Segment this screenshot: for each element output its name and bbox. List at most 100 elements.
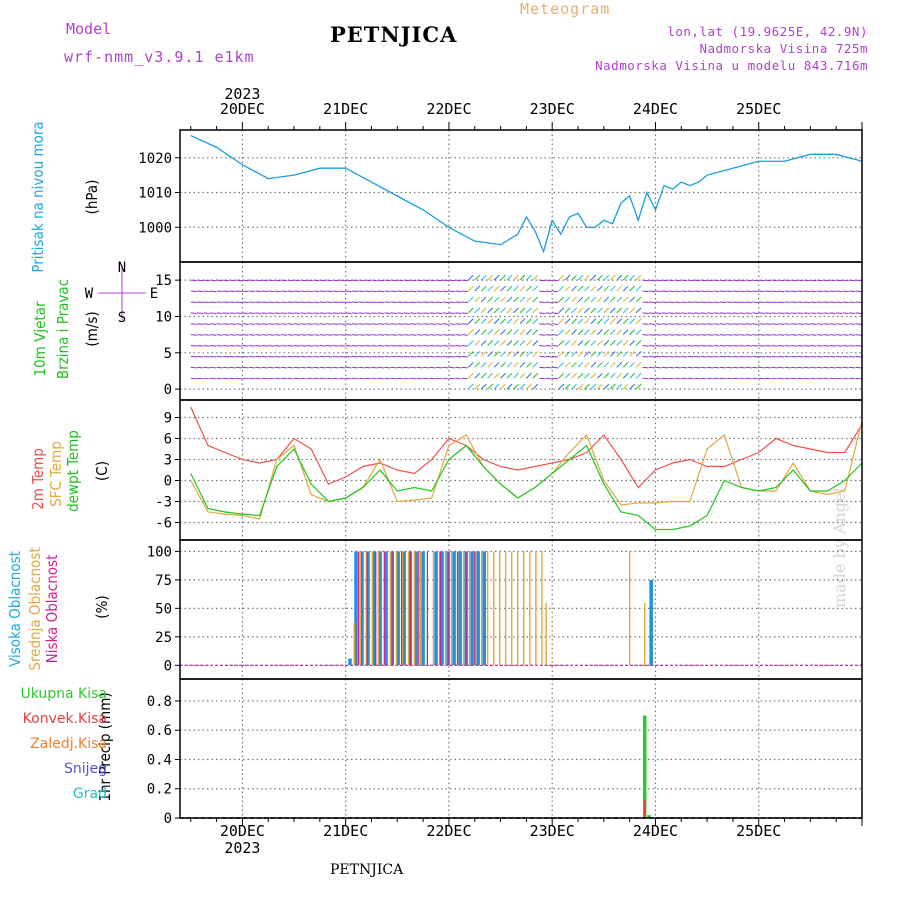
wind-barb [590, 340, 597, 346]
wind-barb [461, 366, 468, 369]
wind-barb [648, 355, 656, 358]
wind-barb [480, 285, 487, 292]
wind-barb [739, 312, 746, 314]
wind-barb [855, 334, 862, 336]
wind-barb [210, 334, 217, 336]
wind-barb [281, 279, 288, 282]
wind-barb [364, 334, 372, 336]
wind-barb [513, 383, 519, 390]
wind-barb [403, 377, 410, 380]
wind-barb [687, 312, 694, 314]
temp-line-0 [190, 406, 863, 489]
wind-barb [539, 366, 546, 369]
wind-barb [552, 334, 559, 336]
wind-barb [577, 318, 584, 325]
wind-barb [448, 334, 455, 336]
wind-barb [687, 279, 694, 282]
wind-barb [480, 318, 487, 325]
precip-legend-grad: Grad [72, 786, 107, 802]
wind-barb [261, 279, 268, 282]
wind-barb [255, 279, 262, 282]
wind-barb [816, 279, 823, 282]
cloud-bar [383, 551, 385, 666]
wind-barb [564, 274, 571, 281]
wind-barb [661, 366, 668, 369]
wind-barb [287, 345, 294, 347]
wind-barb [790, 279, 798, 282]
wind-barb [823, 355, 830, 358]
wind-barb [855, 377, 862, 380]
wind-barb [339, 279, 346, 282]
wind-barb [281, 355, 288, 358]
wind-barb [313, 345, 320, 347]
wind-barb [564, 351, 571, 357]
wind-barb [326, 334, 333, 336]
wind-barb [784, 279, 791, 282]
wind-barb [532, 351, 539, 357]
wind-barb [423, 377, 430, 380]
wind-barb [784, 301, 791, 304]
temp-line-2 [190, 444, 863, 531]
wind-barb [255, 355, 262, 358]
wind-barb [564, 340, 571, 346]
wind-barb [752, 312, 759, 314]
wind-barb [765, 279, 772, 282]
wind-barb [739, 377, 746, 380]
wind-barb [778, 334, 785, 336]
wind-barb [616, 340, 623, 346]
wind-barb [765, 366, 772, 369]
wind-barb [313, 279, 320, 282]
wind-barb [842, 366, 849, 369]
wind-barb [532, 329, 539, 335]
wind-barb [803, 312, 810, 314]
cloud-bar [523, 551, 525, 666]
cloud-bar [450, 551, 453, 666]
wind-barb [403, 312, 410, 314]
wind-barb [855, 279, 862, 282]
wind-barb [455, 377, 462, 380]
wind-barb [558, 351, 565, 357]
compass-north: N [118, 260, 126, 276]
wind-barb [694, 312, 701, 314]
wind-barb [300, 355, 307, 358]
wind-barb [287, 312, 294, 314]
wind-barb [429, 301, 436, 304]
wind-barb [190, 301, 197, 304]
wind-barb [635, 307, 642, 314]
wind-barb [700, 334, 707, 336]
wind-barb [752, 290, 759, 293]
wind-barb [668, 345, 675, 347]
wind-barb [577, 383, 584, 390]
wind-barb [506, 318, 513, 325]
wind-barb [274, 312, 281, 314]
wind-barb [345, 279, 352, 282]
wind-barb [397, 366, 404, 369]
wind-barb [849, 355, 856, 358]
wind-barb [442, 290, 449, 293]
wind-barb [435, 290, 443, 293]
wind-barb [474, 318, 481, 325]
wind-barb [797, 290, 804, 293]
wind-barb [571, 296, 577, 303]
wind-barb [455, 301, 462, 304]
wind-barb [255, 334, 262, 336]
wind-barb [700, 312, 707, 314]
wind-barb [500, 383, 506, 390]
wind-barb [190, 290, 197, 293]
wind-barb [674, 345, 681, 347]
wind-barb [849, 312, 856, 314]
wind-barb [390, 323, 397, 325]
wind-barb [694, 345, 701, 347]
wind-barb [771, 290, 778, 293]
wind-barb [765, 334, 772, 336]
wind-barb [823, 301, 830, 304]
wind-barb [352, 323, 359, 325]
wind-barb [519, 372, 526, 379]
wind-barb [765, 290, 772, 293]
wind-barb [687, 323, 694, 325]
cloud-bar [474, 551, 477, 666]
cloud-bar [360, 551, 364, 666]
wind-barb [384, 355, 391, 358]
cloud-bar [474, 551, 476, 666]
